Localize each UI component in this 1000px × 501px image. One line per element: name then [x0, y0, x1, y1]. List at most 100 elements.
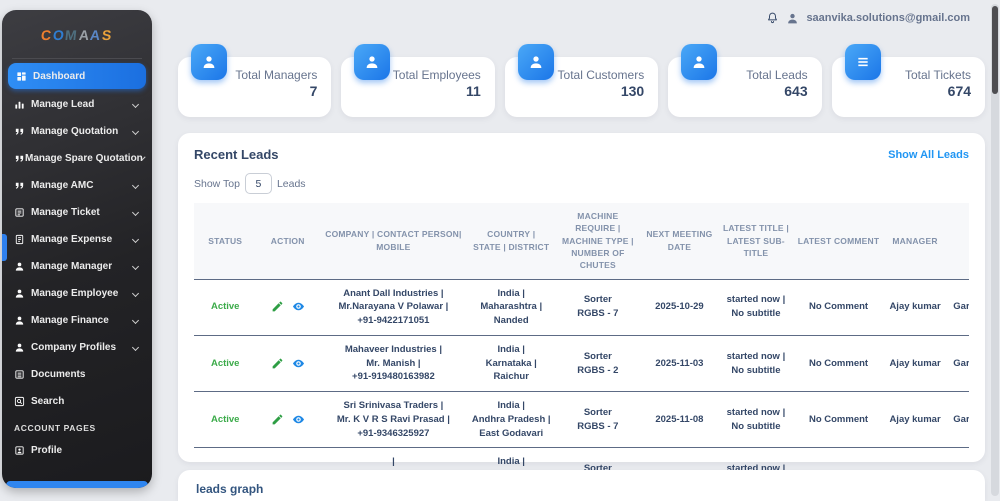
machine-cell: Sorter RGBS - 7 [554, 278, 642, 336]
location-cell: India | Maharashtra | Nanded [467, 278, 555, 336]
company-cell: Anant Dall Industries | Mr.Narayana V Pol… [318, 278, 468, 336]
stat-card-value: 674 [947, 83, 972, 99]
view-eye-icon[interactable] [292, 413, 305, 426]
sidebar-item-manage-finance[interactable]: Manage Finance [2, 307, 152, 334]
sidebar-item-dashboard[interactable]: Dashboard [8, 63, 146, 89]
action-cell [256, 278, 319, 336]
profile-icon [14, 445, 31, 456]
sidebar-item-company-profiles[interactable]: Company Profiles [2, 334, 152, 361]
stat-card-label: Total Customers [557, 68, 645, 82]
column-header: STATUS [208, 235, 243, 246]
stat-cards-row: Total Managers 7 Total Employees 11 Tota… [178, 44, 986, 117]
location-cell: India | Karnataka | Raichur [467, 334, 555, 392]
stat-card-label: Total Employees [392, 68, 481, 82]
sidebar-item-manage-manager[interactable]: Manage Manager [2, 253, 152, 280]
stat-card-label: Total Managers [235, 68, 318, 82]
show-all-leads-link[interactable]: Show All Leads [888, 148, 969, 161]
meeting-date-cell: 2025-11-03 [641, 334, 718, 392]
sidebar-item-label: Manage Spare Quotation [25, 153, 143, 164]
sidebar-nav: Dashboard Manage Lead Manage Quotation M… [2, 63, 152, 415]
search-icon [14, 396, 31, 407]
sidebar-account-nav: Profile [2, 437, 152, 464]
sidebar-item-manage-employee[interactable]: Manage Employee [2, 280, 152, 307]
stat-card: Total Leads 643 [668, 44, 822, 117]
sidebar-item-manage-quotation[interactable]: Manage Quotation [2, 118, 152, 145]
sidebar-item-label: Manage Finance [31, 315, 109, 326]
account-email[interactable]: saanvika.solutions@gmail.com [806, 12, 970, 24]
vertical-scrollbar-thumb[interactable] [992, 6, 998, 94]
chevron-down-icon [131, 343, 140, 352]
manager-cell: Ajay kumar [882, 278, 948, 336]
dashboard-icon [16, 71, 33, 82]
sidebar-item-manage-spare-quotation[interactable]: Manage Spare Quotation [2, 145, 152, 172]
latest-comment-cell: No Comment [794, 391, 883, 448]
sidebar-divider [12, 58, 142, 59]
notifications-bell-icon[interactable] [766, 11, 779, 25]
sidebar-item-manage-lead[interactable]: Manage Lead [2, 91, 152, 118]
sidebar-item-documents[interactable]: Documents [2, 361, 152, 388]
column-header: EMPLOYEE [947, 203, 969, 279]
list-icon [844, 44, 881, 80]
leads-graph-card: leads graph [178, 470, 985, 501]
sidebar-bottom-highlight [6, 481, 148, 488]
sidebar-item-label: Manage Expense [31, 234, 113, 245]
latest-comment-cell: No Comment [794, 334, 883, 392]
quote-icon [14, 126, 31, 137]
sidebar-item-search[interactable]: Search [2, 388, 152, 415]
column-header: MANAGER [892, 235, 938, 246]
stat-card: Total Managers 7 [178, 44, 332, 117]
edit-pencil-icon[interactable] [271, 413, 284, 426]
stat-card: Total Tickets 674 [831, 44, 986, 117]
edit-pencil-icon[interactable] [271, 357, 284, 370]
document-icon [14, 369, 31, 380]
sidebar-item-manage-expense[interactable]: Manage Expense [2, 226, 152, 253]
latest-comment-cell: No Comment [794, 278, 883, 336]
chevron-down-icon [131, 208, 140, 217]
stat-card-label: Total Tickets [905, 68, 972, 82]
show-top-input[interactable] [244, 173, 272, 194]
leads-table-header-row: STATUS ACTION COMPANY | CONTACT PERSON| MO… [194, 203, 969, 280]
column-header: ACTION [270, 235, 305, 246]
view-eye-icon[interactable] [292, 357, 305, 370]
column-header: NEXT MEETING DATE [646, 229, 713, 252]
view-eye-icon[interactable] [292, 300, 305, 313]
stat-card-label: Total Leads [746, 68, 808, 82]
status-cell: Active [194, 278, 257, 336]
latest-title-cell: started now |No subtitle [717, 334, 795, 392]
meeting-date-cell: 2025-10-29 [641, 278, 718, 336]
company-cell: Sri Srinivasa Traders | Mr. K V R S Ravi … [318, 391, 468, 448]
table-row: Active Anant Dall Industries | Mr.Narayana… [194, 278, 969, 336]
recent-leads-title: Recent Leads [194, 147, 279, 162]
action-cell [256, 334, 319, 392]
employee-cell: Garik [947, 391, 969, 448]
manager-cell: Ajay kumar [882, 391, 948, 448]
status-cell: Active [194, 334, 257, 392]
column-header: LATEST TITLE | LATEST SUB-TITLE [722, 223, 789, 258]
sidebar-scrollbar-thumb[interactable] [2, 234, 7, 261]
sidebar-item-profile[interactable]: Profile [2, 437, 152, 464]
sidebar-item-manage-amc[interactable]: Manage AMC [2, 172, 152, 199]
vertical-scrollbar[interactable] [991, 4, 999, 496]
sidebar-item-label: Manage Employee [31, 288, 119, 299]
latest-title-cell: started now |No subtitle [717, 391, 795, 448]
show-top-label: Show Top [194, 177, 240, 190]
chart-icon [14, 99, 31, 110]
chevron-down-icon [131, 235, 140, 244]
chevron-down-icon [131, 127, 140, 136]
sidebar-section-header: ACCOUNT PAGES [14, 423, 96, 433]
sidebar-item-label: Profile [31, 445, 63, 456]
person-icon [191, 44, 227, 80]
recent-leads-card: Recent Leads Show All Leads Show Top Lea… [178, 133, 985, 501]
sidebar-item-label: Company Profiles [31, 342, 117, 353]
logo-letter: S [100, 27, 114, 43]
status-cell: Active [194, 391, 257, 448]
expense-icon [14, 234, 31, 245]
column-header: COUNTRY | STATE | DISTRICT [473, 229, 550, 252]
user-avatar-icon[interactable] [786, 12, 799, 25]
sidebar-item-manage-ticket[interactable]: Manage Ticket [2, 199, 152, 226]
edit-pencil-icon[interactable] [271, 300, 284, 313]
sidebar-item-label: Dashboard [33, 70, 86, 82]
logo-letter: M [64, 27, 80, 43]
